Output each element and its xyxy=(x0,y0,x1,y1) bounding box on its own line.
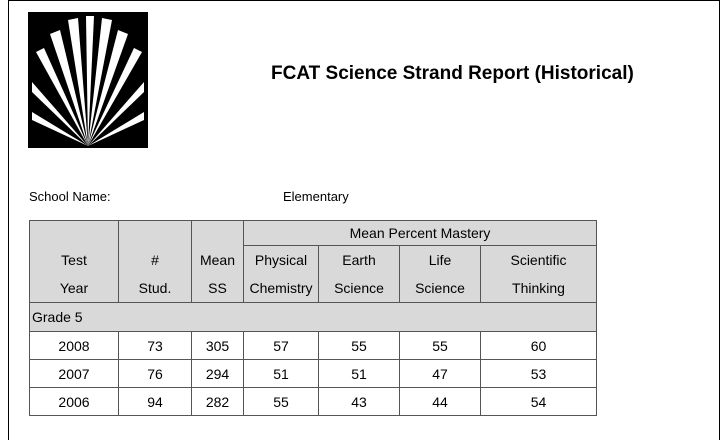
header-line: Life xyxy=(428,252,452,268)
blank-cell xyxy=(29,220,119,246)
data-cell: 282 xyxy=(191,387,244,416)
header-line: Scientific xyxy=(510,252,567,268)
header-line: Physical xyxy=(254,252,308,268)
column-header: Mean SS xyxy=(191,245,244,303)
data-cell: 55 xyxy=(243,387,319,416)
data-cell: 2006 xyxy=(29,387,119,416)
header-row: Test Year # Stud. Mean SS Physical Chemistry Ear… xyxy=(29,245,597,303)
data-cell: 51 xyxy=(318,359,400,388)
data-cell: 55 xyxy=(318,331,400,360)
data-row: 2007 76 294 51 51 47 53 xyxy=(29,359,597,388)
header-line: Thinking xyxy=(512,280,565,296)
data-cell: 57 xyxy=(243,331,319,360)
header-line: SS xyxy=(208,279,227,296)
header-line: Chemistry xyxy=(249,280,313,296)
column-header: Earth Science xyxy=(318,245,400,303)
column-header: Scientific Thinking xyxy=(480,245,597,303)
strand-table: Mean Percent Mastery Test Year # Stud. Mean SS… xyxy=(29,220,597,416)
header-line: # xyxy=(151,251,159,268)
data-row: 2006 94 282 55 43 44 54 xyxy=(29,387,597,416)
report-title: FCAT Science Strand Report (Historical) xyxy=(271,63,634,84)
logo xyxy=(28,12,148,148)
data-cell: 53 xyxy=(480,359,597,388)
section-label: Grade 5 xyxy=(29,302,597,332)
column-header: Life Science xyxy=(399,245,481,303)
data-cell: 2008 xyxy=(29,331,119,360)
data-cell: 51 xyxy=(243,359,319,388)
page-frame xyxy=(8,0,720,440)
section-row: Grade 5 xyxy=(29,302,597,332)
data-cell: 55 xyxy=(399,331,481,360)
school-name: Elementary xyxy=(283,189,349,204)
group-header-row: Mean Percent Mastery xyxy=(29,220,597,246)
header-line: Year xyxy=(59,279,89,296)
header-line: Test xyxy=(61,251,87,268)
header-line: Science xyxy=(415,280,465,296)
data-cell: 47 xyxy=(399,359,481,388)
data-cell: 44 xyxy=(399,387,481,416)
blank-cell xyxy=(118,220,192,246)
data-cell: 2007 xyxy=(29,359,119,388)
header-line: Mean xyxy=(199,251,236,268)
group-header: Mean Percent Mastery xyxy=(243,220,597,246)
data-cell: 305 xyxy=(191,331,244,360)
header-line: Earth xyxy=(342,252,376,268)
data-row: 2008 73 305 57 55 55 60 xyxy=(29,331,597,360)
data-cell: 43 xyxy=(318,387,400,416)
column-header: # Stud. xyxy=(118,245,192,303)
column-header: Physical Chemistry xyxy=(243,245,319,303)
header-line: Stud. xyxy=(138,279,172,296)
blank-cell xyxy=(191,220,244,246)
data-cell: 54 xyxy=(480,387,597,416)
data-cell: 294 xyxy=(191,359,244,388)
data-cell: 60 xyxy=(480,331,597,360)
header-line: Science xyxy=(334,280,384,296)
column-header: Test Year xyxy=(29,245,119,303)
data-cell: 73 xyxy=(118,331,192,360)
school-label: School Name: xyxy=(29,189,111,204)
data-cell: 94 xyxy=(118,387,192,416)
data-cell: 76 xyxy=(118,359,192,388)
